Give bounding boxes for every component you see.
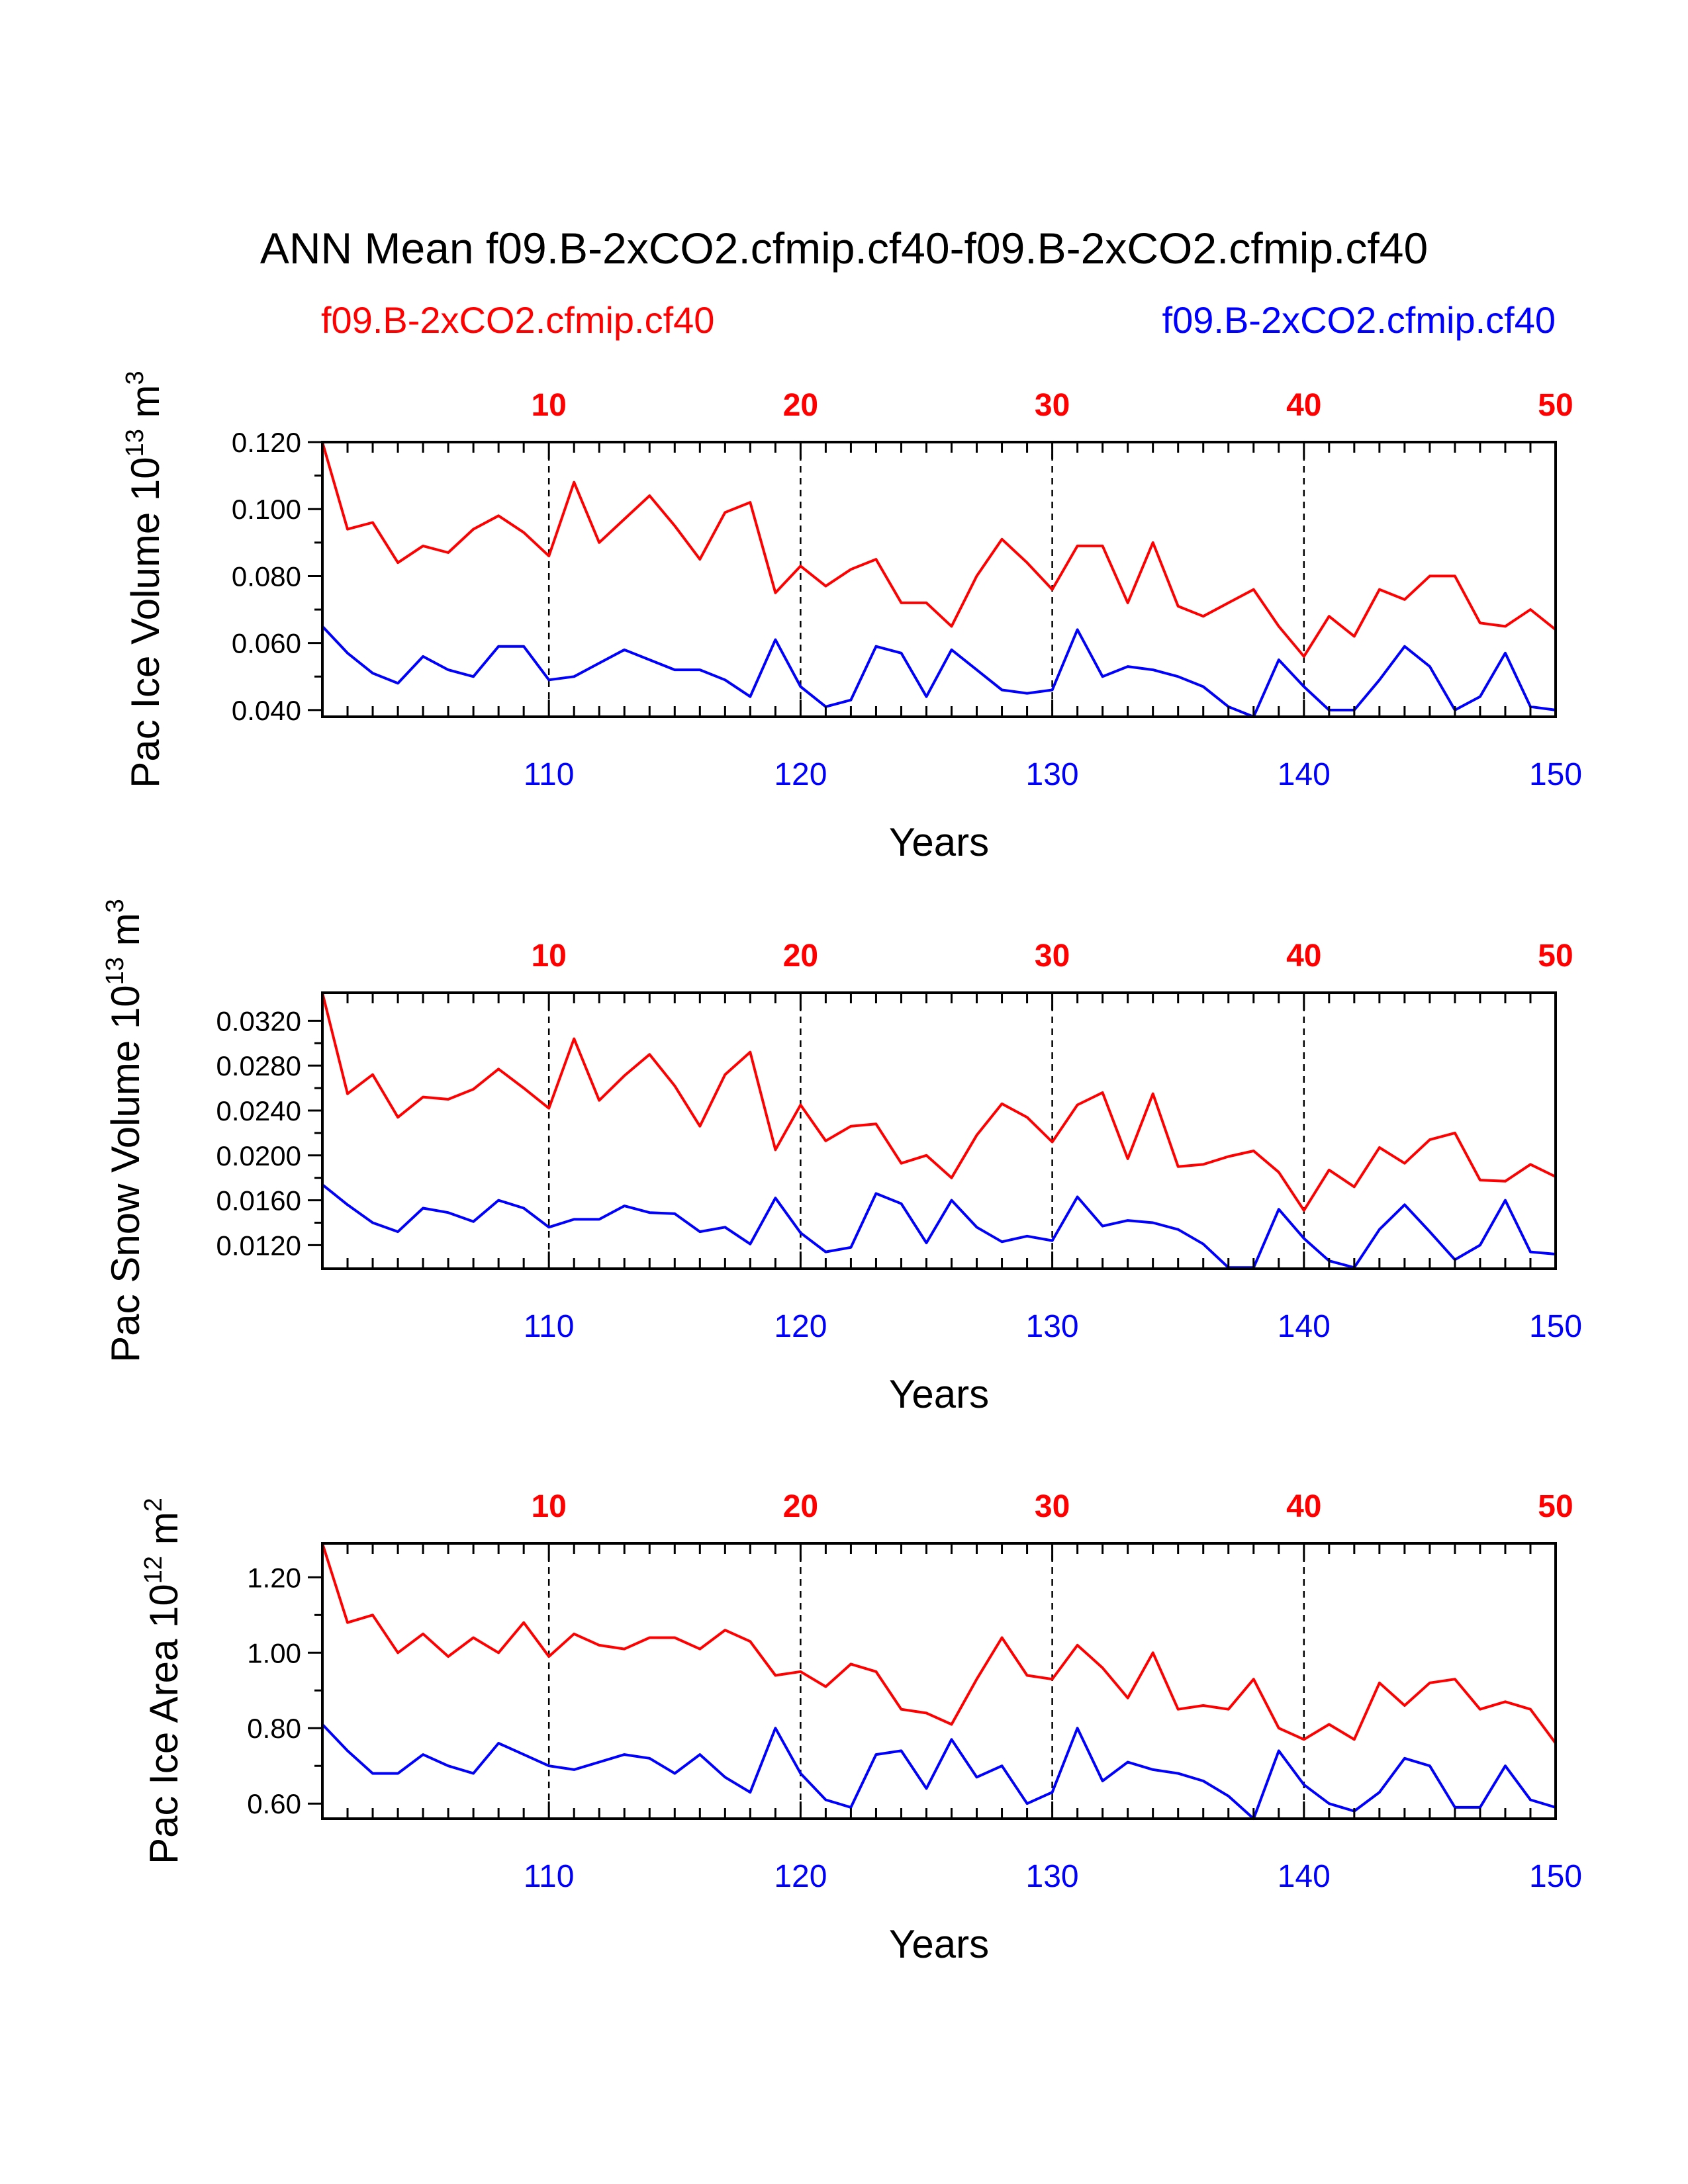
y-tick-label: 0.0160 — [216, 1185, 301, 1216]
panel-1: 10 20 30 40 50 110 120 130 140 150 0.040 0.060 0.080… — [121, 371, 1582, 864]
bottom-tick-label: 110 — [524, 757, 575, 792]
bottom-tick-label: 120 — [774, 1309, 827, 1344]
y-tick-label: 0.100 — [232, 494, 301, 525]
y-tick-label: 0.120 — [232, 427, 301, 458]
y-tick-label: 0.080 — [232, 561, 301, 592]
top-tick-label: 40 — [1286, 938, 1321, 974]
bottom-tick-label: 130 — [1026, 1859, 1079, 1894]
y-tick-label: 0.0240 — [216, 1095, 301, 1126]
bottom-tick-label: 110 — [524, 1859, 575, 1894]
bottom-tick-label: 140 — [1278, 757, 1331, 792]
bottom-tick-label: 140 — [1278, 1309, 1331, 1344]
top-tick-label: 50 — [1538, 388, 1573, 423]
top-tick-label: 50 — [1538, 938, 1573, 974]
x-axis-label: Years — [889, 1922, 989, 1966]
plot-frame — [321, 441, 1557, 718]
top-tick-label: 30 — [1035, 1489, 1070, 1524]
series-line-case2 — [321, 625, 1556, 718]
plot-frame — [321, 1542, 1557, 1820]
top-tick-label: 30 — [1035, 388, 1070, 423]
y-tick-label: 0.040 — [232, 695, 301, 726]
top-tick-label: 50 — [1538, 1489, 1573, 1524]
series-line-case1 — [321, 992, 1556, 1212]
y-tick-label: 0.0320 — [216, 1005, 301, 1036]
bottom-tick-label: 150 — [1529, 1309, 1582, 1344]
y-axis-label: Pac Ice Area 1012 m2 — [140, 1498, 186, 1864]
y-tick-label: 1.00 — [247, 1637, 301, 1668]
series-line-case2 — [321, 1723, 1556, 1820]
series-line-case1 — [321, 1543, 1557, 1745]
legend-case2: f09.B-2xCO2.cfmip.cf40 — [1162, 299, 1556, 341]
top-tick-label: 20 — [783, 388, 818, 423]
top-tick-label: 20 — [783, 1489, 818, 1524]
y-axis-label: Pac Ice Volume 1013 m3 — [121, 371, 167, 788]
y-tick-label: 0.80 — [247, 1713, 301, 1744]
bottom-tick-label: 140 — [1278, 1859, 1331, 1894]
plot-frame — [321, 991, 1557, 1270]
y-tick-label: 0.0200 — [216, 1140, 301, 1171]
top-tick-label: 10 — [531, 1489, 566, 1524]
legend-case1: f09.B-2xCO2.cfmip.cf40 — [321, 299, 714, 341]
top-tick-label: 30 — [1035, 938, 1070, 974]
bottom-tick-label: 110 — [524, 1309, 575, 1344]
y-tick-label: 1.20 — [247, 1562, 301, 1593]
figure-title: ANN Mean f09.B-2xCO2.cfmip.cf40-f09.B-2x… — [260, 224, 1428, 273]
bottom-tick-label: 120 — [774, 757, 827, 792]
y-tick-label: 0.0120 — [216, 1230, 301, 1261]
bottom-tick-label: 130 — [1026, 757, 1079, 792]
x-axis-label: Years — [889, 820, 989, 864]
series-line-case1 — [321, 441, 1557, 658]
top-tick-label: 20 — [783, 938, 818, 974]
bottom-tick-label: 150 — [1529, 757, 1582, 792]
bottom-tick-label: 130 — [1026, 1309, 1079, 1344]
panel-2: 10 20 30 40 50 110 120 130 140 150 0.0120 0.0160 0.0… — [101, 899, 1582, 1416]
top-tick-label: 40 — [1286, 1489, 1321, 1524]
series-line-case2 — [321, 1183, 1556, 1269]
x-axis-label: Years — [889, 1372, 989, 1416]
top-tick-label: 40 — [1286, 388, 1321, 423]
y-axis-label: Pac Snow Volume 1013 m3 — [101, 899, 148, 1362]
y-tick-label: 0.0280 — [216, 1050, 301, 1081]
panel-3: 10 20 30 40 50 110 120 130 140 150 0.60 0.80 1.00 1.2… — [140, 1489, 1582, 1966]
y-tick-label: 0.60 — [247, 1788, 301, 1819]
bottom-tick-label: 120 — [774, 1859, 827, 1894]
top-tick-label: 10 — [531, 938, 566, 974]
bottom-tick-label: 150 — [1529, 1859, 1582, 1894]
top-tick-label: 10 — [531, 388, 566, 423]
y-tick-label: 0.060 — [232, 628, 301, 659]
